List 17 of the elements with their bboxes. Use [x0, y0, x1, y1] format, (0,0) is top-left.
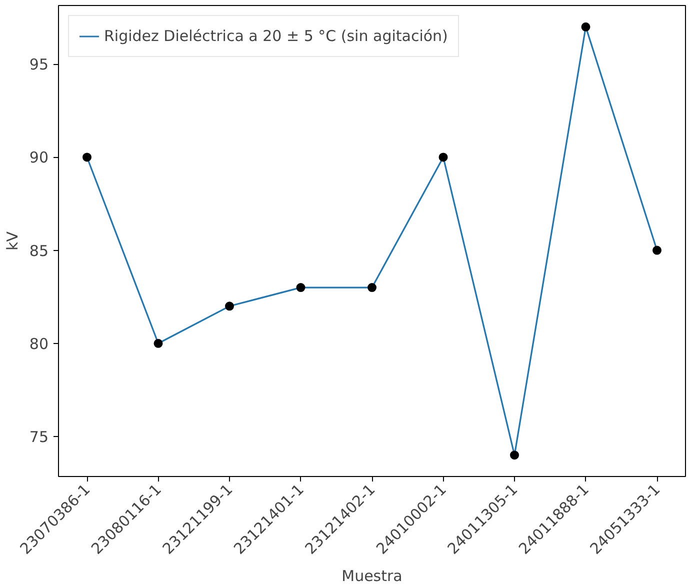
point [296, 283, 306, 292]
y-tick-label: 85 [29, 242, 49, 260]
y-tick-label: 80 [29, 334, 49, 353]
point [225, 302, 234, 311]
y-axis-title: kV [3, 230, 22, 250]
point [438, 152, 448, 162]
x-axis-title: Muestra [342, 566, 402, 585]
y-tick-label: 95 [29, 56, 49, 74]
legend-label: Rigidez Dieléctrica a 20 ± 5 °C (sin agitación) [104, 27, 448, 45]
point [368, 283, 376, 292]
point [581, 22, 590, 32]
point [510, 450, 519, 460]
point [82, 152, 92, 162]
point [652, 246, 662, 255]
y-tick-label: 75 [29, 428, 49, 446]
y-tick-label: 90 [29, 148, 49, 167]
point [154, 338, 163, 348]
